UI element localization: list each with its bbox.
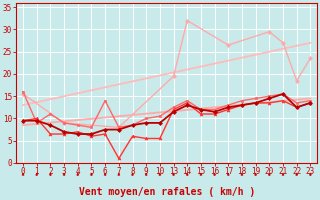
- X-axis label: Vent moyen/en rafales ( km/h ): Vent moyen/en rafales ( km/h ): [79, 187, 255, 197]
